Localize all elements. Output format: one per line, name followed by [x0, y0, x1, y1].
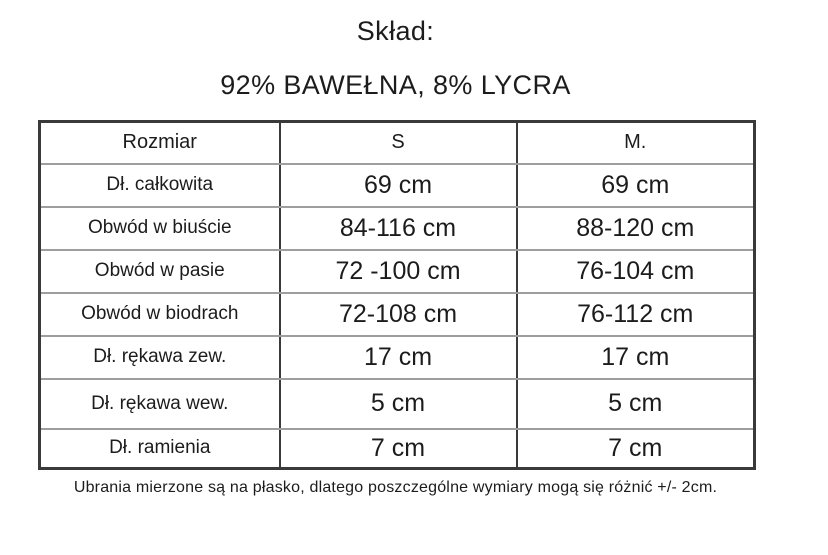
table-row: Obwód w biuście 84-116 cm 88-120 cm: [38, 205, 756, 251]
value-m: 5 cm: [515, 377, 756, 430]
col-header-size: Rozmiar: [38, 120, 281, 165]
measurement-label: Dł. ramienia: [38, 427, 281, 470]
value-s: 84-116 cm: [278, 205, 518, 251]
value-s: 72-108 cm: [278, 291, 518, 337]
measurement-note: Ubrania mierzone są na płasko, dlatego p…: [73, 479, 718, 496]
value-s: 69 cm: [278, 162, 518, 208]
table-row: Dł. rękawa wew. 5 cm 5 cm: [38, 377, 756, 430]
measurement-label: Obwód w biuście: [38, 205, 281, 251]
composition-title: Skład:: [356, 16, 435, 46]
value-m: 69 cm: [515, 162, 756, 208]
value-m: 7 cm: [515, 427, 756, 470]
value-s: 7 cm: [278, 427, 518, 470]
value-m: 17 cm: [515, 334, 756, 380]
composition-value: 92% BAWEŁNA, 8% LYCRA: [220, 70, 571, 100]
measurement-label: Dł. rękawa wew.: [38, 377, 281, 430]
value-s: 72 -100 cm: [278, 248, 518, 294]
measurement-label: Obwód w biodrach: [38, 291, 281, 337]
measurement-label: Dł. całkowita: [38, 162, 281, 208]
col-header-s: S: [278, 120, 518, 165]
size-table: Rozmiar S M. Dł. całkowita 69 cm 69 cm O…: [38, 120, 756, 470]
table-row: Obwód w biodrach 72-108 cm 76-112 cm: [38, 291, 756, 337]
table-row: Obwód w pasie 72 -100 cm 76-104 cm: [38, 248, 756, 294]
size-chart-content: Skład: 92% BAWEŁNA, 8% LYCRA Rozmiar S M…: [38, 0, 756, 497]
value-s: 17 cm: [278, 334, 518, 380]
table-row: Dł. ramienia 7 cm 7 cm: [38, 427, 756, 470]
value-s: 5 cm: [278, 377, 518, 430]
measurement-label: Dł. rękawa zew.: [38, 334, 281, 380]
col-header-m: M.: [515, 120, 756, 165]
value-m: 76-104 cm: [515, 248, 756, 294]
table-row: Dł. rękawa zew. 17 cm 17 cm: [38, 334, 756, 380]
table-row: Dł. całkowita 69 cm 69 cm: [38, 162, 756, 208]
value-m: 88-120 cm: [515, 205, 756, 251]
table-header-row: Rozmiar S M.: [38, 120, 756, 165]
measurement-label: Obwód w pasie: [38, 248, 281, 294]
value-m: 76-112 cm: [515, 291, 756, 337]
